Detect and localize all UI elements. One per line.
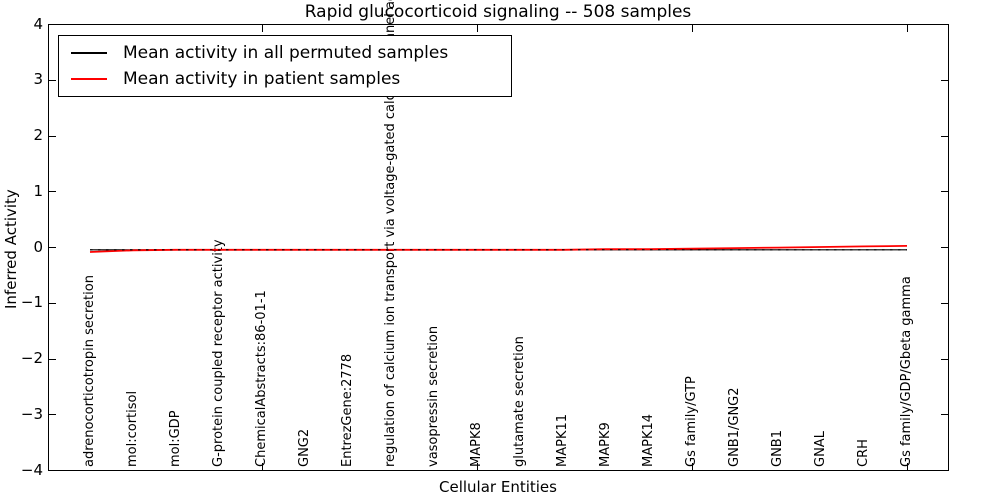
y-tick-label: −4 [20, 460, 43, 479]
legend-line-sample-red [71, 78, 107, 81]
y-tick-label: −3 [20, 404, 43, 423]
legend-item-patient: Mean activity in patient samples [71, 69, 511, 89]
y-tick-label: 4 [33, 14, 43, 33]
x-axis-label: Cellular Entities [439, 478, 557, 496]
legend: Mean activity in all permuted samples Me… [58, 35, 512, 97]
legend-label-patient: Mean activity in patient samples [123, 69, 401, 90]
plot-frame [48, 24, 949, 471]
chart-title: Rapid glucocorticoid signaling -- 508 sa… [304, 2, 692, 22]
y-tick-label: 2 [33, 126, 43, 144]
legend-item-permuted: Mean activity in all permuted samples [71, 43, 511, 63]
y-tick-label: −1 [20, 293, 43, 312]
y-tick-label: 0 [33, 237, 43, 256]
legend-line-sample-black [71, 51, 107, 54]
legend-label-permuted: Mean activity in all permuted samples [123, 42, 449, 63]
y-tick-label: 3 [33, 70, 43, 89]
y-tick-label: 1 [33, 181, 43, 200]
series-line-patient [89, 245, 908, 253]
y-tick-label: −2 [20, 349, 43, 367]
